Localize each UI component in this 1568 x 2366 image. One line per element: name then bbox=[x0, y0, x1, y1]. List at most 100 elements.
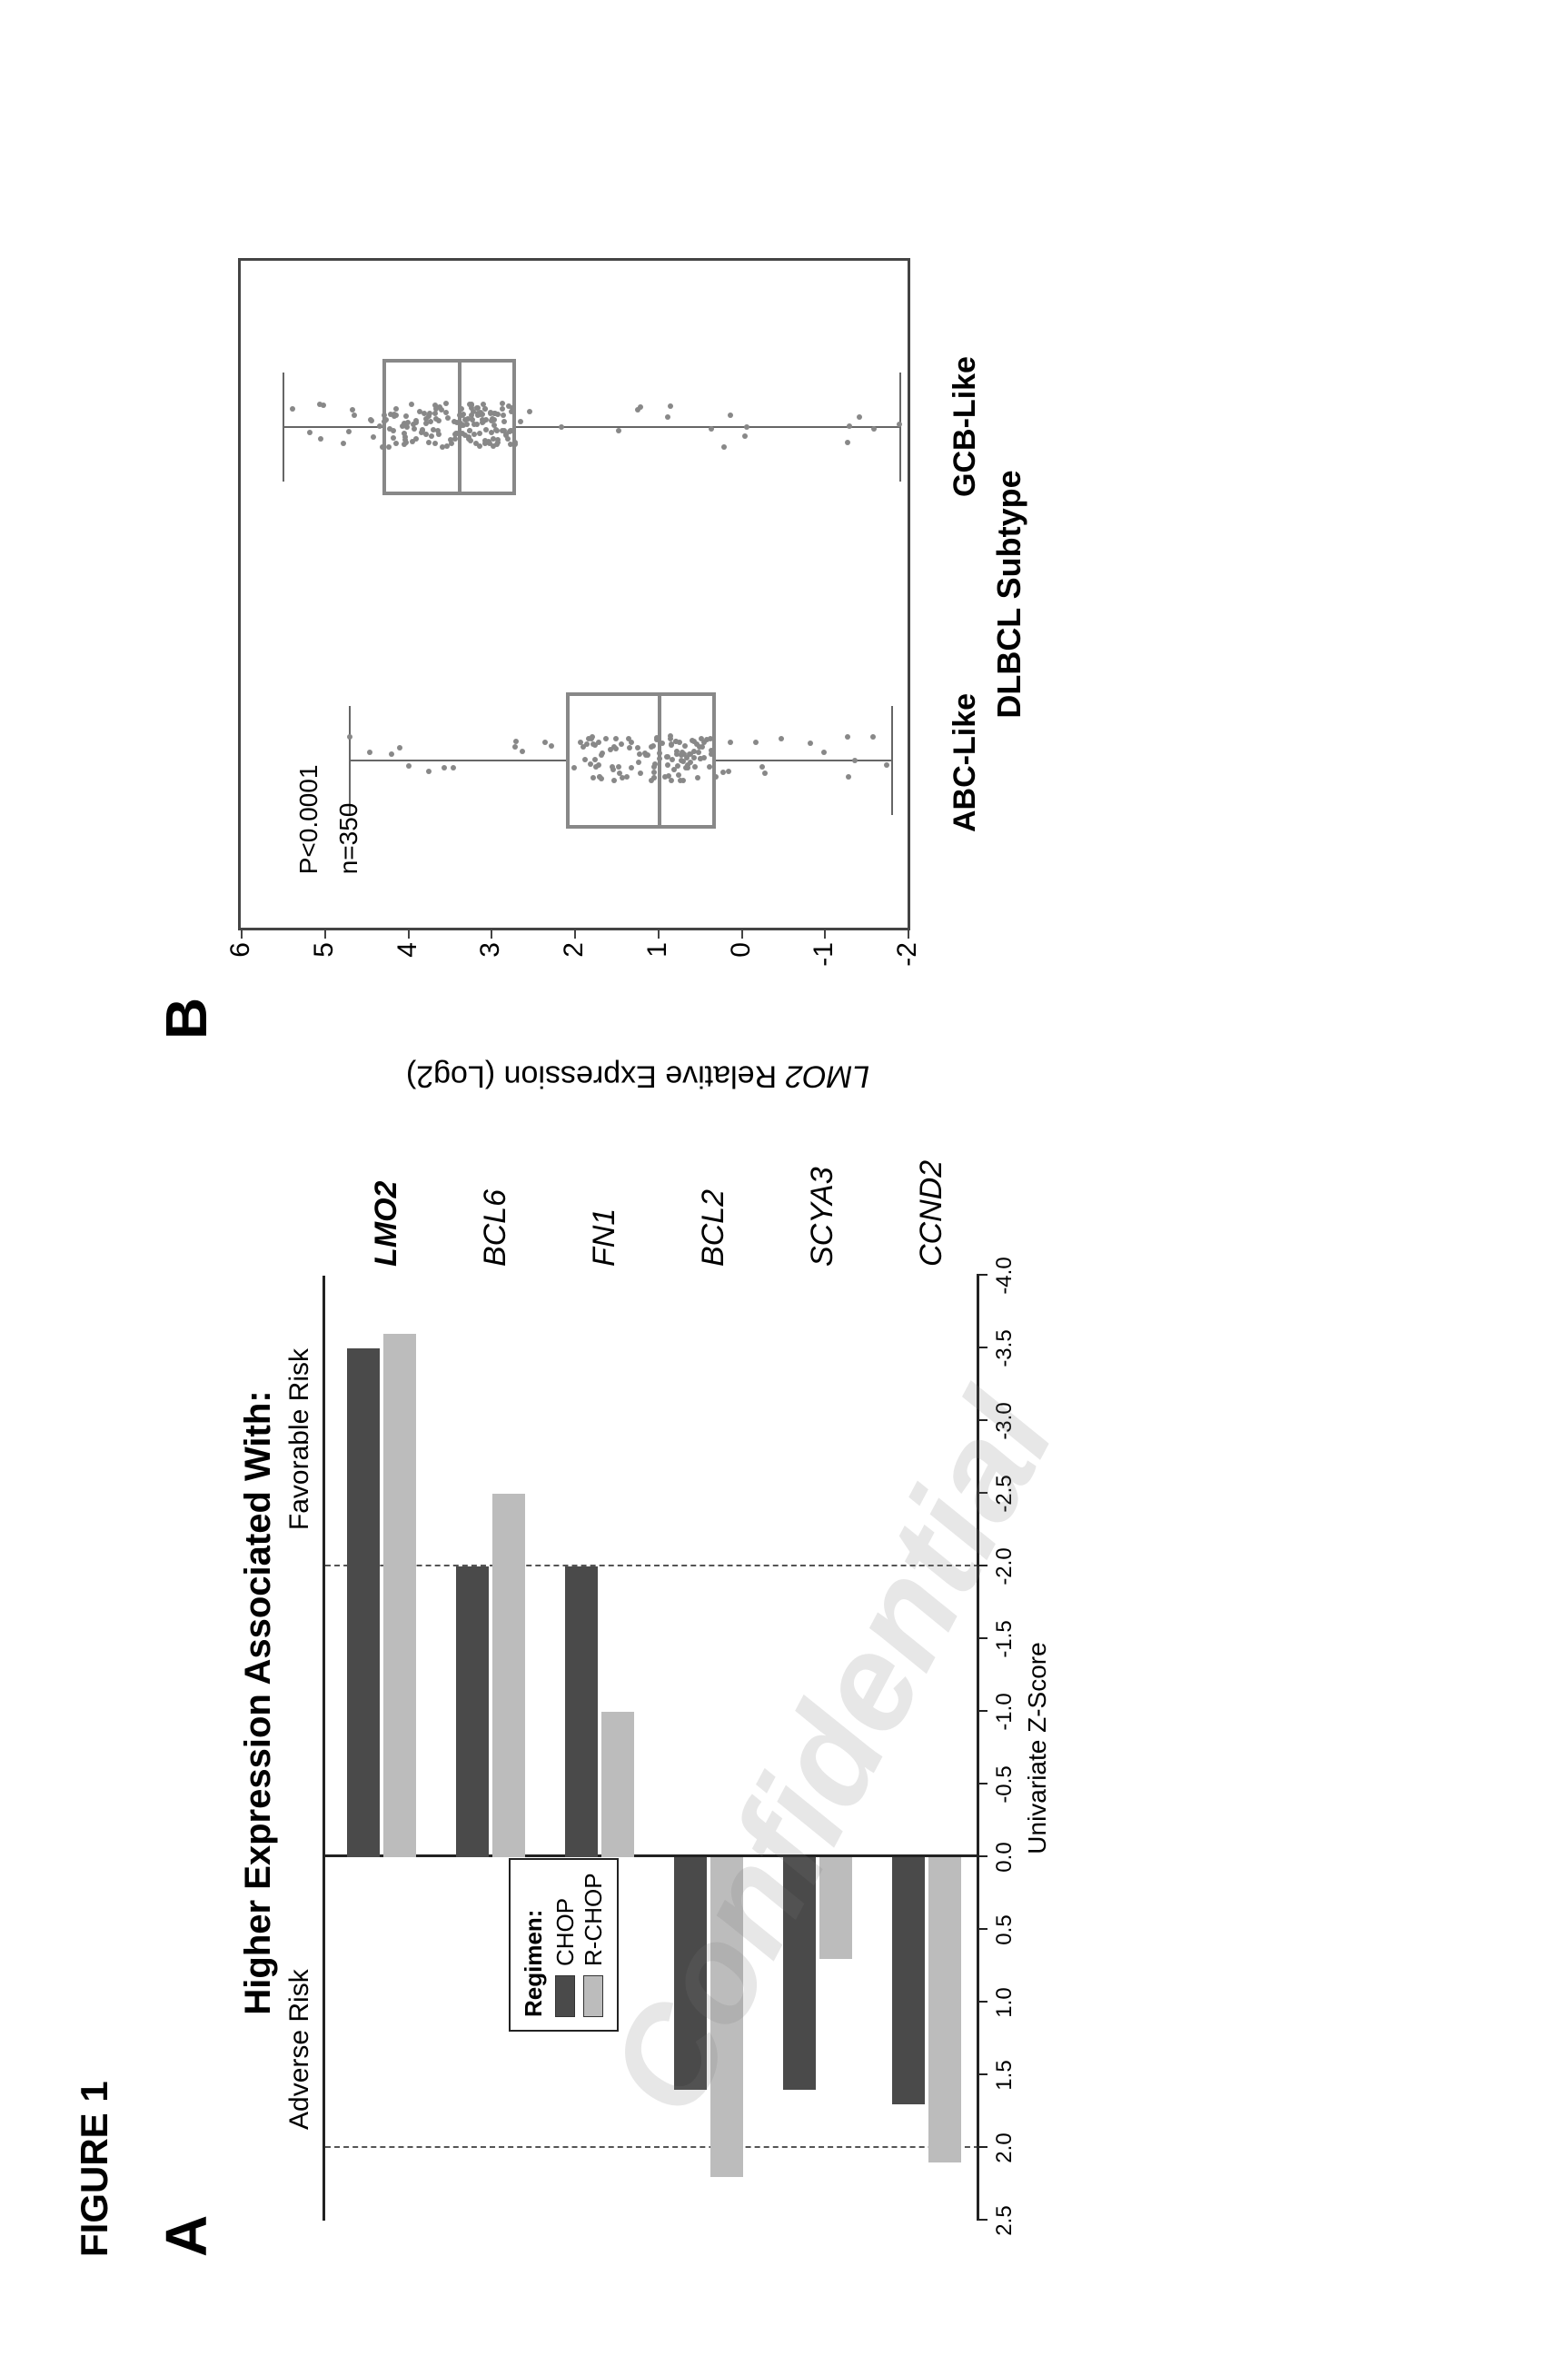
ytick-label: 5 bbox=[309, 942, 340, 982]
bar-group: FN1 bbox=[561, 1276, 643, 2221]
ytick-label: -1 bbox=[809, 942, 839, 982]
data-point bbox=[753, 740, 759, 745]
data-point bbox=[367, 750, 372, 755]
data-point bbox=[668, 403, 673, 409]
data-point bbox=[454, 420, 460, 425]
panel-b-xlabels: ABC-Like GCB-Like bbox=[948, 258, 983, 930]
data-point bbox=[720, 770, 726, 775]
data-point bbox=[728, 740, 733, 745]
data-point bbox=[494, 428, 500, 433]
data-point bbox=[759, 764, 765, 770]
xtick-label: -3.0 bbox=[992, 1402, 1017, 1439]
data-point bbox=[845, 440, 850, 445]
data-point bbox=[744, 424, 749, 430]
data-point bbox=[581, 744, 586, 750]
data-point bbox=[542, 740, 548, 745]
data-point bbox=[413, 418, 419, 423]
legend-swatch bbox=[555, 1975, 575, 2017]
whisker-cap bbox=[283, 373, 284, 482]
panel-b-letter: B bbox=[153, 222, 220, 1039]
data-point bbox=[620, 775, 625, 780]
data-point bbox=[645, 752, 650, 758]
data-point bbox=[346, 429, 352, 434]
xtick-label: -1.0 bbox=[992, 1693, 1017, 1730]
data-point bbox=[371, 434, 376, 440]
data-point bbox=[852, 758, 858, 763]
data-point bbox=[592, 757, 598, 762]
data-point bbox=[670, 757, 675, 762]
data-point bbox=[808, 741, 813, 746]
panel-a-chart: LMO2BCL6FN1BCL2SCYA3CCND2Regimen:CHOPR-C… bbox=[323, 1276, 1049, 2221]
xtick-label: -2.0 bbox=[992, 1547, 1017, 1585]
data-point bbox=[884, 762, 889, 768]
data-point bbox=[487, 441, 492, 446]
data-point bbox=[389, 751, 394, 757]
annotation: n=350 bbox=[334, 803, 363, 875]
xtick-label: -2.5 bbox=[992, 1475, 1017, 1512]
data-point bbox=[696, 750, 701, 755]
ytick-label: 1 bbox=[642, 942, 673, 982]
bar-rchop bbox=[928, 1857, 961, 2162]
panel-a-xaxis-title: Univariate Z-Score bbox=[1023, 1642, 1052, 1854]
bar-chop bbox=[892, 1857, 925, 2104]
data-point bbox=[665, 414, 670, 420]
bar-chop bbox=[347, 1348, 380, 1857]
outlier-point bbox=[847, 423, 852, 429]
x-category-label: ABC-Like bbox=[948, 693, 983, 832]
panel-b-yaxis-title: LMO2 Relative Expression (Log2) bbox=[406, 1059, 869, 1094]
data-point bbox=[707, 764, 712, 770]
bar-chop bbox=[456, 1566, 489, 1857]
data-point bbox=[518, 419, 523, 424]
data-point bbox=[451, 765, 456, 770]
data-point bbox=[821, 750, 827, 755]
gene-italic: LMO2 bbox=[786, 1059, 870, 1094]
data-point bbox=[721, 444, 727, 450]
ytick bbox=[241, 928, 243, 939]
gene-label: LMO2 bbox=[369, 1148, 404, 1267]
bar-chop bbox=[565, 1566, 598, 1857]
legend: Regimen:CHOPR-CHOP bbox=[509, 1858, 619, 2032]
bar-group: BCL2 bbox=[670, 1276, 752, 2221]
data-point bbox=[652, 761, 658, 767]
bar-group: LMO2 bbox=[343, 1276, 425, 2221]
legend-row: R-CHOP bbox=[580, 1873, 608, 2017]
ytick bbox=[824, 928, 826, 939]
data-point bbox=[870, 734, 876, 740]
panel-a: A Higher Expression Associated With: Adv… bbox=[153, 1148, 1049, 2257]
ytick-label: 6 bbox=[225, 942, 256, 982]
legend-label: CHOP bbox=[551, 1898, 580, 1966]
panel-a-title: Higher Expression Associated With: bbox=[238, 1148, 279, 2257]
xtick-label: 2.0 bbox=[992, 2132, 1017, 2162]
legend-swatch bbox=[583, 1975, 603, 2017]
gene-label: CCND2 bbox=[914, 1148, 949, 1267]
data-point bbox=[713, 774, 719, 780]
ytick-label: 0 bbox=[726, 942, 757, 982]
ytick bbox=[491, 928, 492, 939]
ytick bbox=[741, 928, 743, 939]
data-point bbox=[423, 416, 429, 422]
xtick-label: 1.0 bbox=[992, 1987, 1017, 2017]
data-point bbox=[347, 734, 352, 740]
xtick bbox=[977, 1565, 987, 1566]
data-point bbox=[636, 760, 641, 765]
data-point bbox=[480, 412, 485, 417]
whisker-cap bbox=[349, 707, 351, 816]
data-point bbox=[586, 736, 591, 741]
data-point bbox=[290, 406, 295, 412]
ytick bbox=[658, 928, 660, 939]
gene-label: SCYA3 bbox=[805, 1148, 840, 1267]
outlier-point bbox=[897, 422, 902, 427]
bar-rchop bbox=[492, 1494, 525, 1857]
annotation: P<0.0001 bbox=[294, 765, 323, 875]
data-point bbox=[559, 424, 564, 430]
bar-rchop bbox=[710, 1857, 743, 2177]
data-point bbox=[469, 402, 474, 407]
xtick bbox=[977, 1783, 987, 1784]
xtick bbox=[977, 2073, 987, 2075]
data-point bbox=[846, 774, 851, 780]
whisker bbox=[283, 427, 899, 429]
x-category-label: GCB-Like bbox=[948, 356, 983, 497]
data-point bbox=[440, 444, 445, 450]
data-point bbox=[635, 745, 640, 751]
ytick-label: 3 bbox=[475, 942, 506, 982]
